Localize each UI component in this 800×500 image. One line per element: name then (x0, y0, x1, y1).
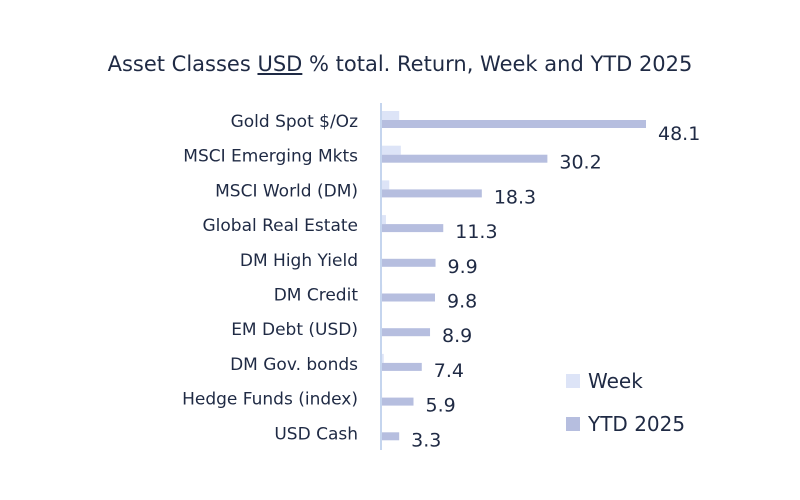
data-label: 18.3 (494, 186, 536, 208)
category-label: DM Credit (274, 286, 359, 306)
data-label: 9.9 (448, 256, 478, 278)
category-label: DM Gov. bonds (230, 355, 358, 375)
chart-title: Asset Classes USD % total. Return, Week … (107, 52, 693, 76)
ytd-bar (381, 154, 548, 163)
data-label: 9.8 (447, 291, 477, 313)
ytd-bar (381, 224, 444, 233)
week-bar (381, 180, 390, 190)
data-label: 7.4 (434, 360, 464, 382)
legend-label: Week (588, 369, 643, 393)
category-label: DM High Yield (240, 251, 358, 271)
data-label: 5.9 (426, 395, 456, 417)
category-label: EM Debt (USD) (231, 320, 358, 340)
ytd-bar (381, 362, 422, 371)
ytd-bar (381, 293, 435, 302)
ytd-bar (381, 397, 414, 406)
category-label: Gold Spot $/Oz (231, 112, 358, 132)
category-label: MSCI World (DM) (215, 181, 358, 201)
category-label: MSCI Emerging Mkts (183, 147, 358, 167)
category-label: Global Real Estate (203, 216, 359, 236)
ytd-bar (381, 328, 431, 337)
week-bar (381, 145, 401, 155)
data-label: 3.3 (411, 429, 441, 451)
legend-label: YTD 2025 (587, 412, 685, 436)
data-label: 30.2 (559, 152, 601, 174)
week-bar (381, 111, 400, 120)
category-label: USD Cash (274, 424, 358, 444)
ytd-bar (381, 189, 482, 198)
ytd-bar (381, 120, 646, 128)
week-bar (381, 215, 386, 225)
ytd-bar (381, 432, 400, 441)
ytd-bar (381, 258, 436, 267)
legend-swatch (566, 374, 580, 388)
category-label: Hedge Funds (index) (182, 390, 358, 410)
week-bar (381, 353, 384, 363)
data-label: 11.3 (455, 221, 497, 243)
legend-swatch (566, 417, 580, 431)
data-label: 8.9 (442, 325, 472, 347)
data-label: 48.1 (658, 123, 700, 145)
